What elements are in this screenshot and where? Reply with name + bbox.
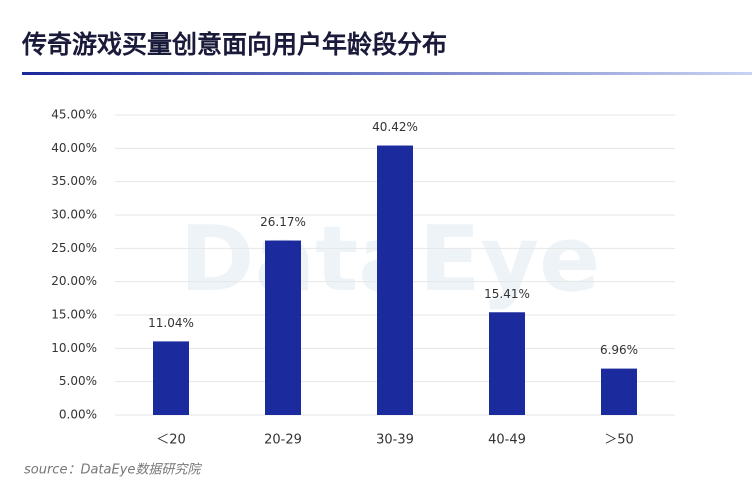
bar xyxy=(601,368,637,415)
y-tick-label: 20.00% xyxy=(51,274,97,288)
x-tick-label: ＜20 xyxy=(156,433,186,448)
data-label: 11.04% xyxy=(148,316,194,330)
y-tick-label: 40.00% xyxy=(51,141,97,155)
y-tick-label: 15.00% xyxy=(51,308,97,322)
data-label: 15.41% xyxy=(484,287,530,301)
y-tick-label: 0.00% xyxy=(59,408,97,422)
y-tick-label: 35.00% xyxy=(51,174,97,188)
x-tick-label: ＞50 xyxy=(604,433,634,448)
data-label: 40.42% xyxy=(372,120,418,134)
title-underline xyxy=(22,72,752,75)
bar xyxy=(153,341,189,415)
bar xyxy=(377,145,413,416)
y-tick-label: 5.00% xyxy=(59,374,97,388)
bar xyxy=(265,240,301,415)
chart-title: 传奇游戏买量创意面向用户年龄段分布 xyxy=(21,30,447,59)
y-tick-label: 45.00% xyxy=(51,108,97,122)
y-tick-label: 10.00% xyxy=(51,341,97,355)
data-label: 26.17% xyxy=(260,215,306,229)
y-tick-label: 30.00% xyxy=(51,208,97,222)
y-tick-label: 25.00% xyxy=(51,241,97,255)
x-tick-label: 20-29 xyxy=(264,433,302,448)
data-label: 6.96% xyxy=(600,343,638,357)
x-tick-label: 30-39 xyxy=(376,433,414,448)
bar xyxy=(489,312,525,415)
source: source：DataEye数据研究院 xyxy=(24,462,202,478)
x-tick-label: 40-49 xyxy=(488,433,526,448)
